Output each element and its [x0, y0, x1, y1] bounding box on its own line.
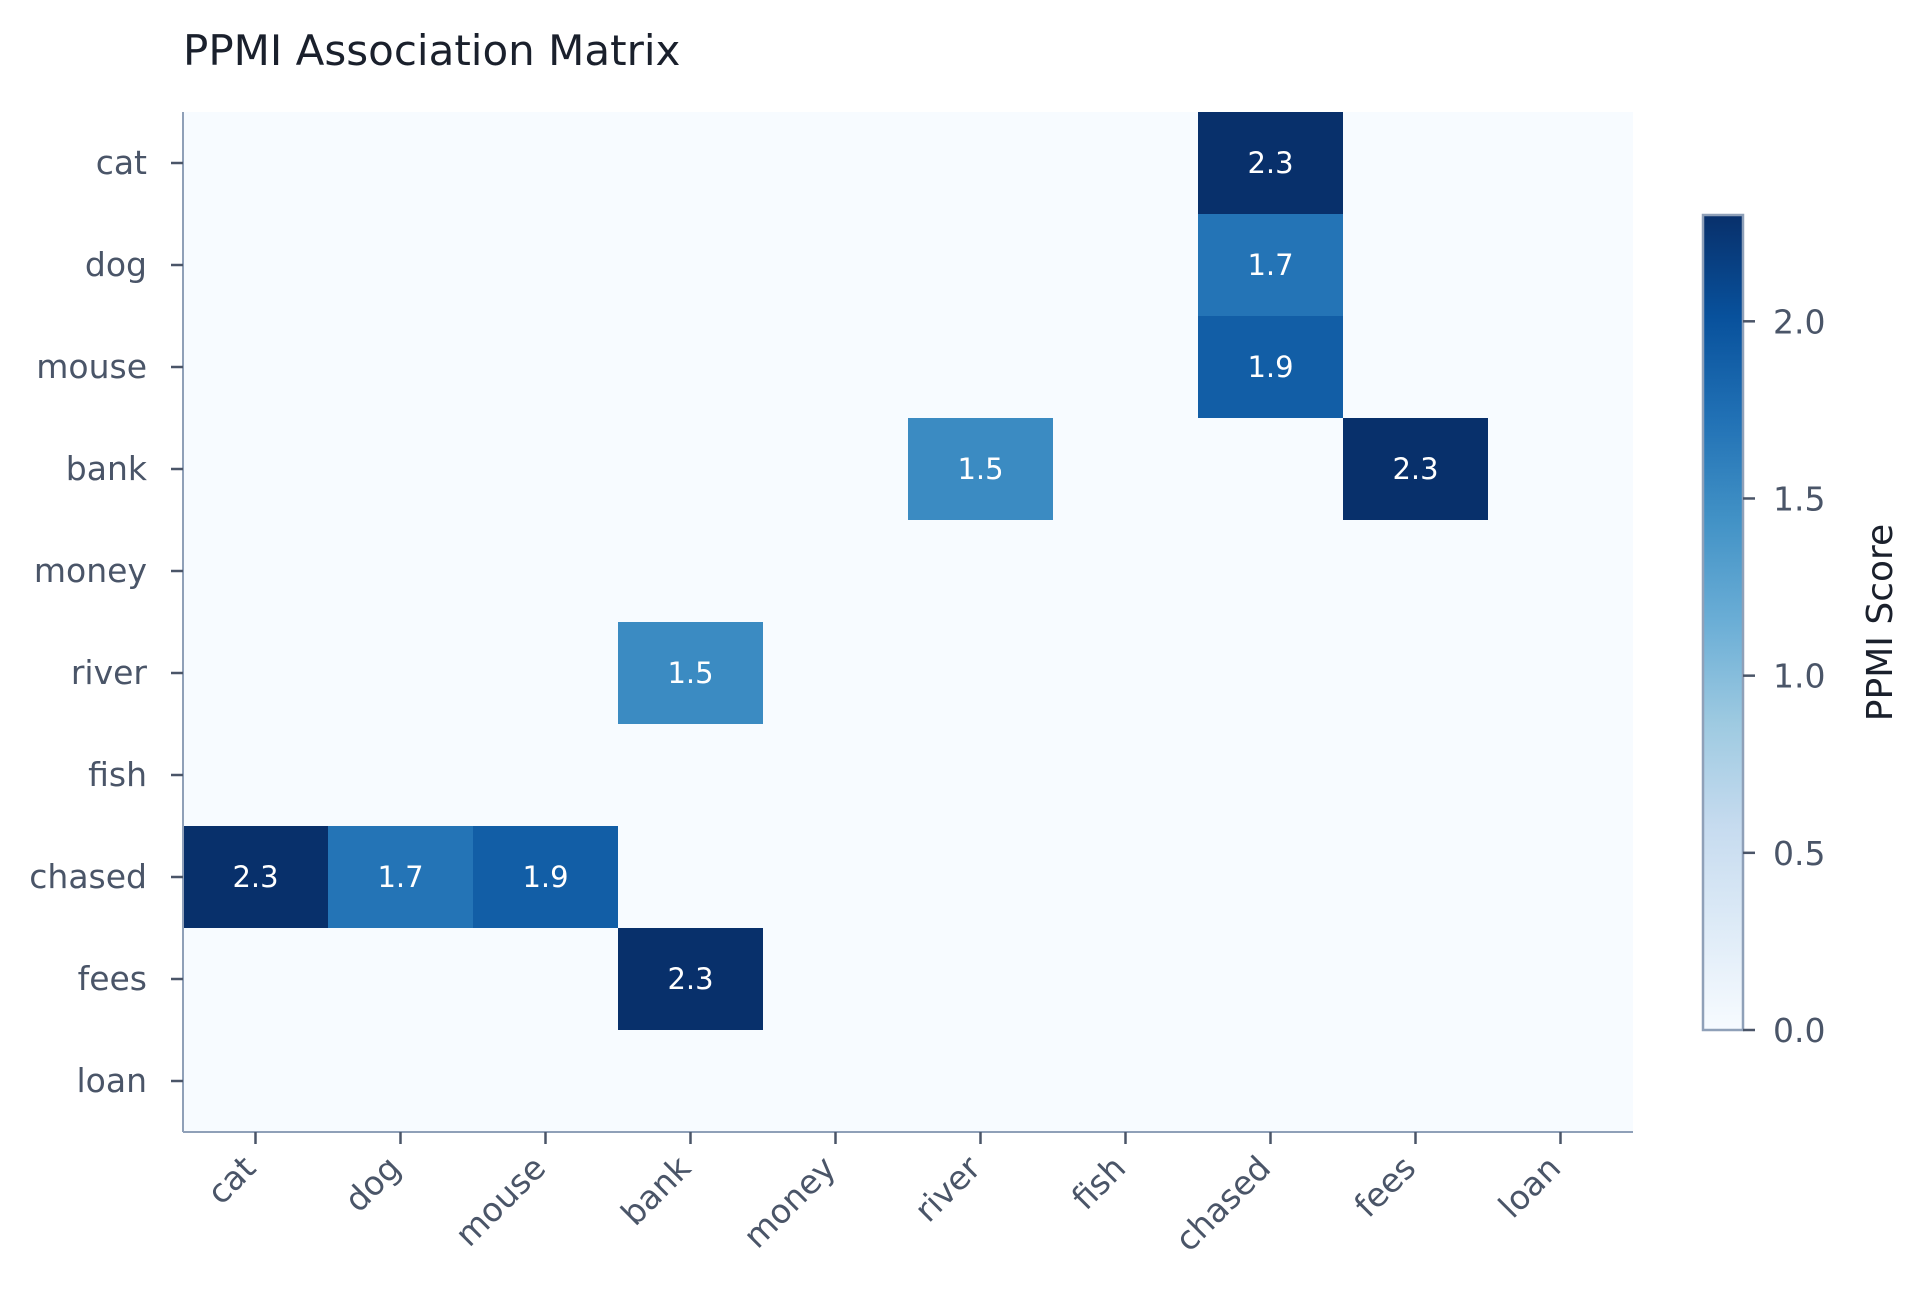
x-tick-label-river: river [907, 1148, 989, 1230]
heatmap-background [183, 112, 1633, 1132]
heatmap-cell-dog-chased [1198, 214, 1343, 316]
x-tick-label-dog: dog [337, 1148, 408, 1219]
cell-value-label-bank-fees: 2.3 [1392, 452, 1438, 486]
x-tick-label-chased: chased [1167, 1148, 1278, 1259]
heatmap-cell-chased-mouse [473, 826, 618, 928]
heatmap-cell-mouse-chased [1198, 316, 1343, 418]
cell-value-label-chased-mouse: 1.9 [522, 860, 568, 894]
x-tick-label-cat: cat [199, 1148, 263, 1212]
cell-value-label-river-bank: 1.5 [667, 656, 713, 690]
cell-value-label-bank-river: 1.5 [957, 452, 1003, 486]
cell-value-label-chased-cat: 2.3 [232, 860, 278, 894]
colorbar: 0.0 0.5 1.0 1.5 2.0 PPMI Score [1701, 213, 1901, 1050]
cell-value-label-fees-bank: 2.3 [667, 962, 713, 996]
cell-value-label-mouse-chased: 1.9 [1247, 350, 1293, 384]
y-tick-label-cat: cat [96, 143, 147, 182]
x-tick-label-loan: loan [1491, 1148, 1568, 1225]
cell-value-label-cat-chased: 2.3 [1247, 146, 1293, 180]
y-tick-label-chased: chased [29, 857, 147, 896]
heatmap-cells [183, 112, 1633, 1132]
y-tick-label-river: river [71, 653, 148, 692]
x-tick-label-money: money [736, 1148, 844, 1256]
y-tick-label-dog: dog [85, 245, 147, 284]
colorbar-frame [1701, 213, 1745, 1032]
colorbar-label: PPMI Score [1860, 524, 1901, 721]
heatmap-cell-cat-chased [1198, 112, 1343, 214]
colorbar-tick-label-1.0: 1.0 [1773, 657, 1825, 696]
x-tick-label-bank: bank [613, 1147, 699, 1233]
y-tick-label-mouse: mouse [36, 347, 147, 386]
y-tick-label-money: money [34, 551, 147, 590]
x-tick-label-fees: fees [1346, 1148, 1423, 1225]
colorbar-tick-label-0.5: 0.5 [1773, 834, 1825, 873]
colorbar-tick-label-0.0: 0.0 [1773, 1011, 1825, 1050]
y-tick-label-fees: fees [78, 959, 147, 998]
chart-title: PPMI Association Matrix [183, 26, 680, 75]
heatmap-cell-bank-river [908, 418, 1053, 520]
heatmap-cell-river-bank [618, 622, 763, 724]
heatmap-cell-chased-dog [328, 826, 473, 928]
x-tick-label-mouse: mouse [447, 1148, 553, 1254]
heatmap-cell-bank-fees [1343, 418, 1488, 520]
x-tick-label-fish: fish [1064, 1148, 1133, 1217]
heatmap-cell-chased-cat [183, 826, 328, 928]
y-tick-label-bank: bank [66, 449, 148, 488]
heatmap-cell-fees-bank [618, 928, 763, 1030]
cell-value-label-dog-chased: 1.7 [1247, 248, 1293, 282]
cell-value-label-chased-dog: 1.7 [377, 860, 423, 894]
heatmap-cell-labels: 2.3 1.7 1.9 1.5 2.3 1.5 2.3 1.7 1.9 2.3 [232, 146, 1438, 996]
colorbar-gradient [1703, 215, 1743, 1030]
colorbar-tick-label-2.0: 2.0 [1773, 302, 1825, 341]
y-tick-label-loan: loan [77, 1061, 148, 1100]
y-tick-label-fish: fish [88, 755, 147, 794]
colorbar-tick-label-1.5: 1.5 [1773, 479, 1825, 518]
